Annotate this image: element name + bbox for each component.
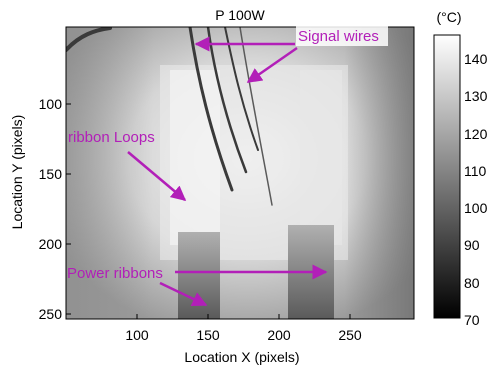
chart-title: P 100W bbox=[215, 7, 265, 23]
y-tick-label: 100 bbox=[39, 96, 63, 112]
y-axis: 100 150 200 250 bbox=[39, 96, 71, 322]
power-ribbons-label: Power ribbons bbox=[67, 265, 163, 282]
colorbar-tick: 130 bbox=[464, 88, 488, 104]
colorbar-unit: (°C) bbox=[436, 9, 461, 25]
colorbar-tick: 140 bbox=[464, 51, 488, 67]
colorbar-tick: 110 bbox=[464, 163, 487, 179]
plot-frame bbox=[65, 26, 415, 320]
colorbar-tick: 70 bbox=[464, 312, 480, 328]
colorbar-tick: 120 bbox=[464, 126, 488, 142]
colorbar-tick: 90 bbox=[464, 237, 480, 253]
thermal-image bbox=[66, 27, 414, 319]
y-axis-label: Location Y (pixels) bbox=[9, 115, 25, 230]
x-tick-label: 200 bbox=[267, 327, 291, 343]
annotations: Signal wires ribbon Loops Power ribbons bbox=[67, 24, 388, 307]
signal-wires-graphic bbox=[66, 27, 273, 206]
power-ribbon-left bbox=[178, 232, 220, 319]
colorbar-gradient bbox=[433, 34, 461, 319]
x-tick-label: 100 bbox=[125, 327, 149, 343]
x-tick-label: 150 bbox=[196, 327, 220, 343]
y-tick-label: 200 bbox=[39, 236, 63, 252]
ribbon-loops-arrow bbox=[127, 151, 187, 201]
x-tick-label: 250 bbox=[338, 327, 362, 343]
colorbar-tick: 100 bbox=[464, 200, 488, 216]
signal-wires-arrow-down bbox=[246, 46, 298, 84]
colorbar-tick: 80 bbox=[464, 275, 480, 291]
x-axis-label: Location X (pixels) bbox=[184, 349, 299, 365]
ribbon-loops-label: ribbon Loops bbox=[68, 129, 155, 146]
power-ribbons-arrow-down bbox=[159, 281, 208, 307]
y-tick-label: 150 bbox=[39, 166, 63, 182]
signal-wires-label: Signal wires bbox=[298, 28, 379, 45]
x-axis: 100 150 200 250 bbox=[125, 314, 362, 343]
colorbar: (°C) 140 130 120 110 100 90 80 70 bbox=[433, 9, 488, 328]
y-tick-label: 250 bbox=[39, 306, 63, 322]
